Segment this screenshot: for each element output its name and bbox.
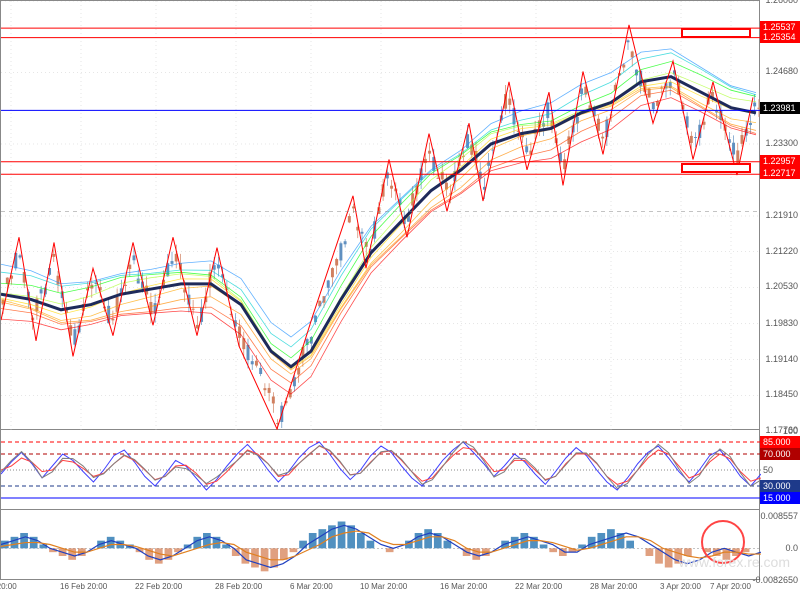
stochastic-panel[interactable] <box>0 430 760 510</box>
macd-svg <box>1 510 761 580</box>
price-panel[interactable] <box>0 0 760 430</box>
y-axis: 1.177601.184501.191401.198301.205301.212… <box>760 0 800 595</box>
watermark: www.forex.re.com <box>679 554 790 570</box>
stoch-svg <box>1 430 761 510</box>
forex-chart: 1.177601.184501.191401.198301.205301.212… <box>0 0 800 595</box>
price-svg <box>1 1 761 431</box>
macd-panel[interactable] <box>0 510 760 580</box>
